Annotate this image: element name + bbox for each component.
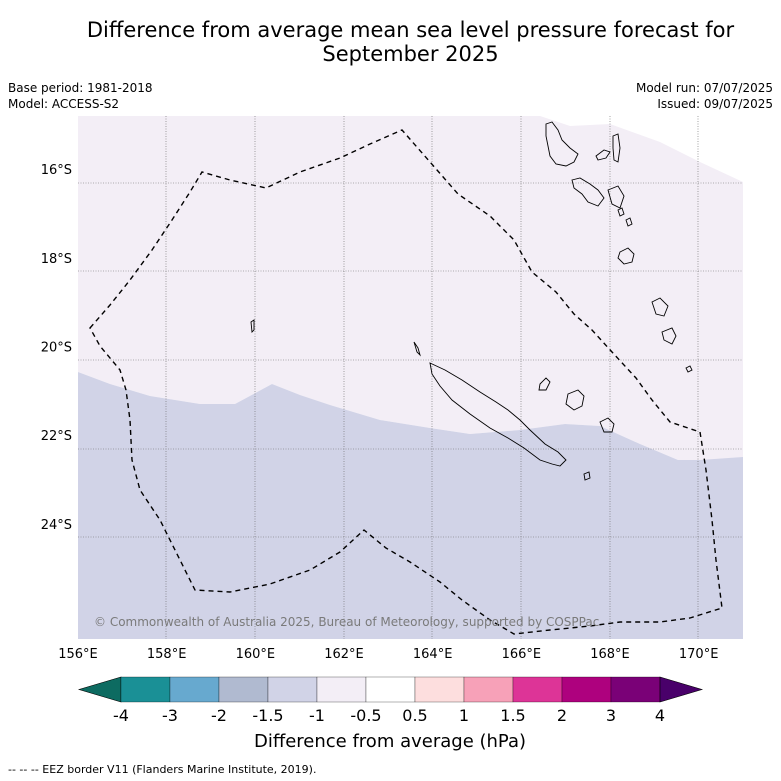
colorbar-box [365, 676, 416, 703]
colorbar-tick: 1.5 [500, 706, 525, 725]
lat-tick-label: 22°S [41, 429, 72, 444]
new-caledonia-coast [429, 362, 567, 467]
colorbar-box [316, 676, 367, 703]
colorbar-label: Difference from average (hPa) [254, 731, 526, 752]
lat-tick-label: 16°S [41, 163, 72, 178]
model-name: Model: ACCESS-S2 [8, 97, 120, 111]
copyright-notice: © Commonwealth of Australia 2025, Bureau… [94, 615, 599, 629]
colorbar-tick: 3 [606, 706, 616, 725]
colorbar-box [610, 676, 661, 703]
vanuatu-coast [545, 121, 579, 167]
colorbar-box [218, 676, 269, 703]
colorbar-extend-low [77, 676, 122, 703]
lon-tick-label: 170°E [679, 647, 719, 662]
colorbar-box [267, 676, 318, 703]
footer-eez-note: -- -- -- EEZ border V11 (Flanders Marine… [8, 763, 317, 776]
map-gridlines [78, 116, 743, 639]
colorbar-tick: 2 [557, 706, 567, 725]
colorbar-extend-high [659, 676, 704, 703]
coastlines [250, 121, 693, 481]
colorbar-box [463, 676, 514, 703]
anomaly-region-minus-1-to-minus-0-5 [78, 116, 743, 460]
lon-tick-label: 156°E [58, 647, 98, 662]
lon-tick-label: 164°E [413, 647, 453, 662]
colorbar-tick: -0.5 [350, 706, 381, 725]
colorbar-box [512, 676, 563, 703]
eez-border [89, 129, 723, 635]
lon-tick-label: 166°E [502, 647, 542, 662]
colorbar-box [414, 676, 465, 703]
colorbar-tick: -1 [309, 706, 325, 725]
colorbar-box [169, 676, 220, 703]
lon-tick-label: 162°E [324, 647, 364, 662]
lat-tick-label: 24°S [41, 518, 72, 533]
longitude-tick-labels: 156°E 158°E 160°E 162°E 164°E 166°E 168°E 170°E [58, 647, 718, 662]
title-line-1: Difference from average mean sea level p… [86, 18, 735, 42]
colorbar-tick: 0.5 [402, 706, 427, 725]
colorbar-tick: -4 [113, 706, 129, 725]
lon-tick-label: 168°E [590, 647, 630, 662]
lon-tick-label: 160°E [236, 647, 276, 662]
lon-tick-label: 158°E [147, 647, 187, 662]
colorbar-box [561, 676, 612, 703]
lat-tick-label: 20°S [41, 340, 72, 355]
issued-date: Issued: 09/07/2025 [657, 97, 773, 111]
model-run: Model run: 07/07/2025 [635, 81, 773, 95]
latitude-tick-labels: 16°S 18°S 20°S 22°S 24°S [41, 163, 72, 533]
base-period: Base period: 1981-2018 [8, 81, 153, 95]
colorbar-tick: -2 [211, 706, 227, 725]
colorbar-tick: 1 [459, 706, 469, 725]
meta-left: Base period: 1981-2018 Model: ACCESS-S2 [8, 80, 153, 112]
anomaly-region-minus-1-5-to-minus-1 [78, 372, 743, 639]
colorbar-tick: 4 [655, 706, 665, 725]
colorbar-tick: -3 [162, 706, 178, 725]
page-title: Difference from average mean sea level p… [40, 18, 781, 66]
title-line-2: September 2025 [322, 42, 499, 66]
lat-tick-label: 18°S [41, 252, 72, 267]
colorbar-tick-labels: -4 -3 -2 -1.5 -1 -0.5 0.5 1 1.5 2 3 4 [113, 706, 665, 725]
colorbar-box [120, 676, 171, 703]
meta-right: Model run: 07/07/2025 Issued: 09/07/2025 [636, 80, 773, 112]
colorbar [77, 676, 704, 703]
colorbar-tick: -1.5 [252, 706, 283, 725]
